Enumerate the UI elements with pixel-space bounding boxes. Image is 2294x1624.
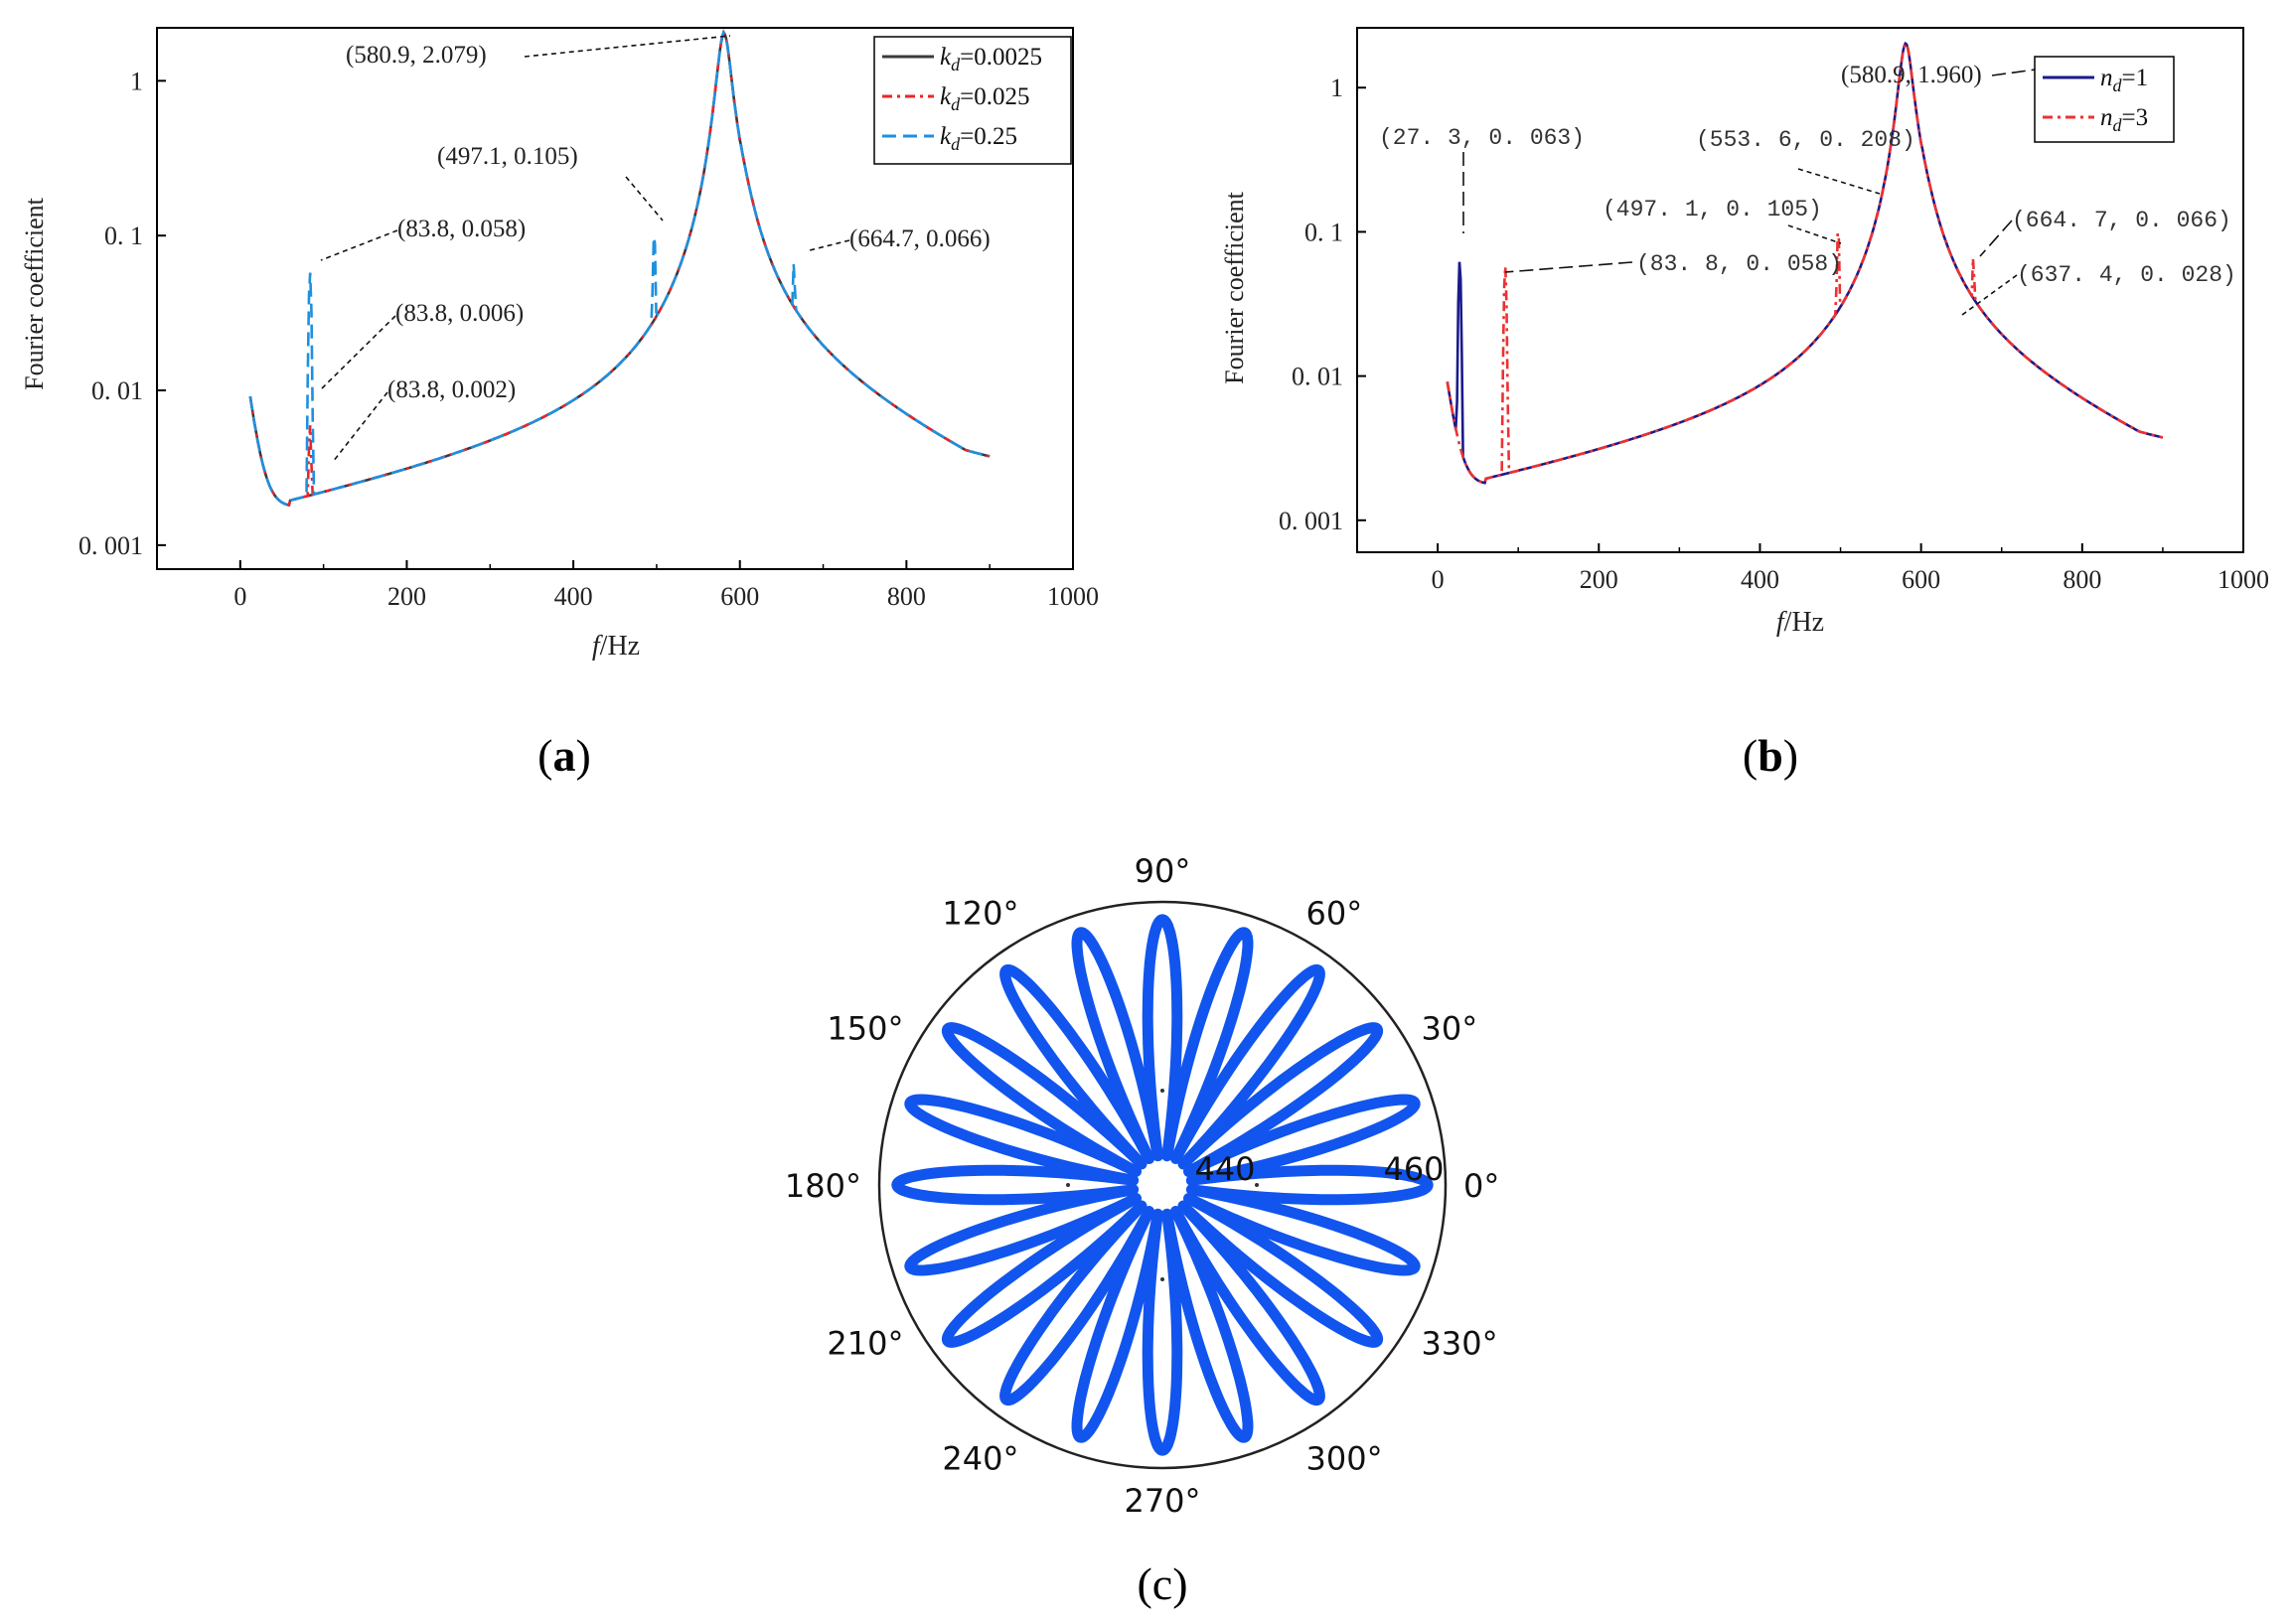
y-tick-label: 0. 1	[1304, 218, 1343, 246]
angle-label: 270°	[1124, 1482, 1200, 1520]
panel-a-xlabel: f/Hz	[592, 631, 640, 662]
panel-a-caption: (a)	[537, 730, 591, 781]
panel-b-series	[1446, 41, 2164, 485]
angle-label: 0°	[1463, 1167, 1499, 1205]
x-tick-label: 800	[2063, 565, 2101, 594]
x-tick-label: 0	[233, 582, 246, 611]
legend-label: kd=0.025	[940, 83, 1029, 114]
x-tick-label: 400	[554, 582, 593, 611]
panel-b-ticks: 0 200 400 600 800 1000 0. 001 0. 01 0. 1 1	[1279, 74, 2269, 594]
panel-a-plot-frame	[156, 27, 1074, 570]
panel-b-plot-frame	[1356, 27, 2244, 553]
radial-tick-label: 440	[1194, 1150, 1255, 1188]
angle-label: 300°	[1306, 1440, 1383, 1478]
annotation-label: (83.8, 0.058)	[397, 216, 526, 242]
panel-a-legend: kd=0.0025 kd=0.025 kd=0.25	[873, 36, 1072, 165]
annotation-label: (27. 3, 0. 063)	[1379, 125, 1585, 151]
legend-label: kd=0.25	[940, 123, 1017, 154]
angle-label: 180°	[785, 1167, 861, 1205]
annotation-leader	[320, 229, 398, 261]
panel-b-xlabel: f/Hz	[1776, 607, 1824, 638]
x-tick-label: 600	[720, 582, 759, 611]
annotation-leader	[625, 176, 664, 221]
annotation-leader	[524, 35, 731, 58]
annotation-leader	[1797, 168, 1881, 195]
x-tick-label: 200	[387, 582, 426, 611]
y-tick-label: 1	[1330, 74, 1343, 102]
annotation-leader	[320, 315, 396, 390]
annotation-label: (83. 8, 0. 058)	[1636, 251, 1842, 277]
panel-c-outer-circle	[877, 900, 1448, 1470]
x-tick-label: 800	[887, 582, 926, 611]
x-tick-label: 0	[1432, 565, 1445, 594]
y-tick-label: 0. 001	[1279, 507, 1343, 535]
annotation-leader	[1787, 224, 1842, 244]
panel-c-wave-curve	[891, 914, 1434, 1456]
legend-label: kd=0.0025	[940, 44, 1042, 74]
panel-a-ticks: 0 200 400 600 800 1000 0. 001 0. 01 0. 1 1	[78, 67, 1099, 611]
panel-b-ylabel: Fourier coefficient	[1220, 191, 1249, 383]
angle-label: 120°	[942, 894, 1018, 932]
panel-c: 440 460 0° 30° 60° 90° 120° 150° 180° 210° 240° 270…	[785, 852, 1499, 1609]
panel-b-annotations: (580.9, 1.960) (27. 3, 0. 063) (553. 6, 0.…	[1379, 62, 2236, 316]
y-tick-label: 0. 01	[1292, 363, 1343, 391]
annotation-leader	[809, 239, 850, 251]
angle-label: 210°	[827, 1325, 903, 1363]
x-tick-label: 1000	[2218, 565, 2269, 594]
x-tick-label: 400	[1741, 565, 1779, 594]
panel-a-annotations: (580.9, 2.079) (497.1, 0.105) (83.8, 0.058…	[320, 35, 991, 463]
annotation-label: (497. 1, 0. 105)	[1603, 197, 1822, 222]
panel-a: 0 200 400 600 800 1000 0. 001 0. 01 0. 1 1 (580.9…	[20, 27, 1099, 781]
annotation-label: (83.8, 0.002)	[387, 376, 516, 403]
y-tick-label: 1	[130, 67, 143, 95]
annotation-label: (580.9, 1.960)	[1841, 62, 1982, 88]
x-tick-label: 600	[1902, 565, 1940, 594]
annotation-leader	[1961, 274, 2018, 316]
annotation-leader	[1979, 220, 2013, 257]
angle-label: 150°	[827, 1010, 903, 1048]
panel-a-series	[248, 29, 991, 508]
panel-c-caption: (c)	[1137, 1558, 1187, 1609]
annotation-leader	[1504, 261, 1633, 273]
radial-tick-label: 460	[1383, 1150, 1444, 1188]
y-tick-label: 0. 001	[78, 531, 143, 560]
annotation-leader	[332, 391, 388, 463]
polar-grid-dot	[1066, 1183, 1070, 1187]
panel-b: 0 200 400 600 800 1000 0. 001 0. 01 0. 1 1 (580.9…	[1220, 27, 2269, 781]
legend-label: nd=1	[2100, 65, 2148, 95]
annotation-label: (497.1, 0.105)	[437, 143, 578, 170]
polar-grid-dot	[1255, 1183, 1259, 1187]
polar-grid-dot	[1160, 1089, 1164, 1093]
y-tick-label: 0. 01	[91, 376, 143, 405]
legend-label: nd=3	[2100, 104, 2148, 135]
annotation-label: (637. 4, 0. 028)	[2017, 262, 2236, 288]
angle-label: 240°	[942, 1440, 1018, 1478]
angle-label: 60°	[1306, 894, 1363, 932]
annotation-label: (553. 6, 0. 208)	[1696, 127, 1915, 153]
angle-label: 330°	[1422, 1325, 1498, 1363]
y-tick-label: 0. 1	[104, 221, 143, 250]
panel-b-legend: nd=1 nd=3	[2034, 56, 2175, 143]
panel-b-legend-box	[2034, 56, 2175, 143]
annotation-label: (664.7, 0.066)	[849, 225, 991, 252]
series-line-kd=0.25	[248, 29, 991, 508]
panel-b-caption: (b)	[1743, 730, 1798, 781]
annotation-label: (83.8, 0.006)	[395, 300, 524, 327]
polar-grid-dot	[1160, 1277, 1164, 1281]
panel-a-ylabel: Fourier coefficient	[20, 197, 49, 389]
x-tick-label: 200	[1580, 565, 1618, 594]
annotation-label: (580.9, 2.079)	[346, 42, 487, 69]
angle-label: 90°	[1135, 852, 1191, 890]
x-tick-label: 1000	[1047, 582, 1099, 611]
series-line-nd=3	[1446, 41, 2164, 485]
angle-label: 30°	[1422, 1010, 1478, 1048]
annotation-label: (664. 7, 0. 066)	[2012, 208, 2231, 233]
